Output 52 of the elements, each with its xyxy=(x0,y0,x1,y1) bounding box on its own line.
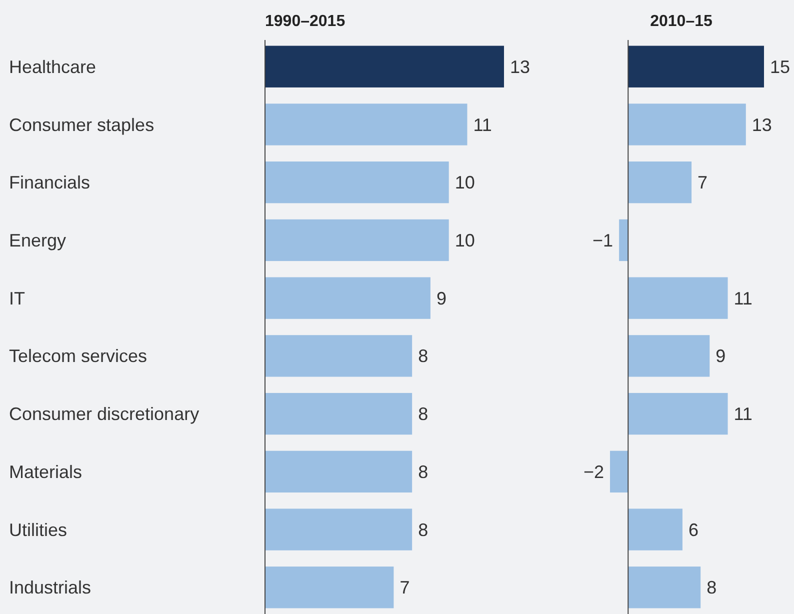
bar xyxy=(265,450,412,492)
chart-title: 1990–2015 xyxy=(265,13,346,30)
data-label: 8 xyxy=(418,404,428,424)
data-label: 11 xyxy=(734,404,752,424)
data-label: 15 xyxy=(770,56,790,77)
bar xyxy=(265,46,504,88)
y-tick-label: Healthcare xyxy=(9,56,96,77)
data-label: 8 xyxy=(418,462,428,482)
y-tick-label: Utilities xyxy=(9,520,68,540)
y-tick-label: Consumer discretionary xyxy=(9,404,200,424)
bar xyxy=(265,335,412,377)
bar xyxy=(628,162,692,204)
bar xyxy=(628,508,682,550)
chart-title: 2010–15 xyxy=(650,13,713,30)
data-label: 11 xyxy=(473,114,492,135)
bar xyxy=(628,277,728,319)
y-tick-label: Consumer staples xyxy=(9,114,154,135)
data-label: 8 xyxy=(706,578,717,598)
y-tick-label: Telecom services xyxy=(9,346,148,366)
data-label: −2 xyxy=(583,462,604,482)
bar xyxy=(265,219,449,262)
bar xyxy=(265,162,449,204)
data-label: 7 xyxy=(400,578,410,598)
y-tick-label: Energy xyxy=(9,230,66,251)
bar xyxy=(628,46,764,88)
bar xyxy=(628,566,701,608)
bar xyxy=(610,450,628,492)
data-label: 10 xyxy=(454,230,475,251)
bar xyxy=(265,277,430,319)
bar xyxy=(265,104,468,146)
y-tick-label: Materials xyxy=(9,462,82,482)
y-tick-label: Industrials xyxy=(9,578,92,598)
bar xyxy=(628,104,746,146)
data-label: −1 xyxy=(592,230,614,251)
data-label: 10 xyxy=(454,172,475,193)
data-label: 9 xyxy=(716,346,726,366)
bar xyxy=(265,508,412,550)
data-label: 8 xyxy=(418,520,428,540)
bar xyxy=(628,392,728,435)
data-label: 9 xyxy=(436,288,446,308)
data-label: 11 xyxy=(734,288,752,308)
y-tick-label: IT xyxy=(9,288,25,308)
data-label: 8 xyxy=(418,346,428,366)
bar xyxy=(619,219,628,262)
bar xyxy=(265,566,394,608)
bar xyxy=(628,335,710,377)
data-label: 13 xyxy=(752,114,772,135)
y-tick-label: Financials xyxy=(9,172,90,193)
bar xyxy=(265,392,412,435)
data-label: 7 xyxy=(698,172,708,193)
data-label: 6 xyxy=(688,520,698,540)
data-label: 13 xyxy=(510,56,530,77)
